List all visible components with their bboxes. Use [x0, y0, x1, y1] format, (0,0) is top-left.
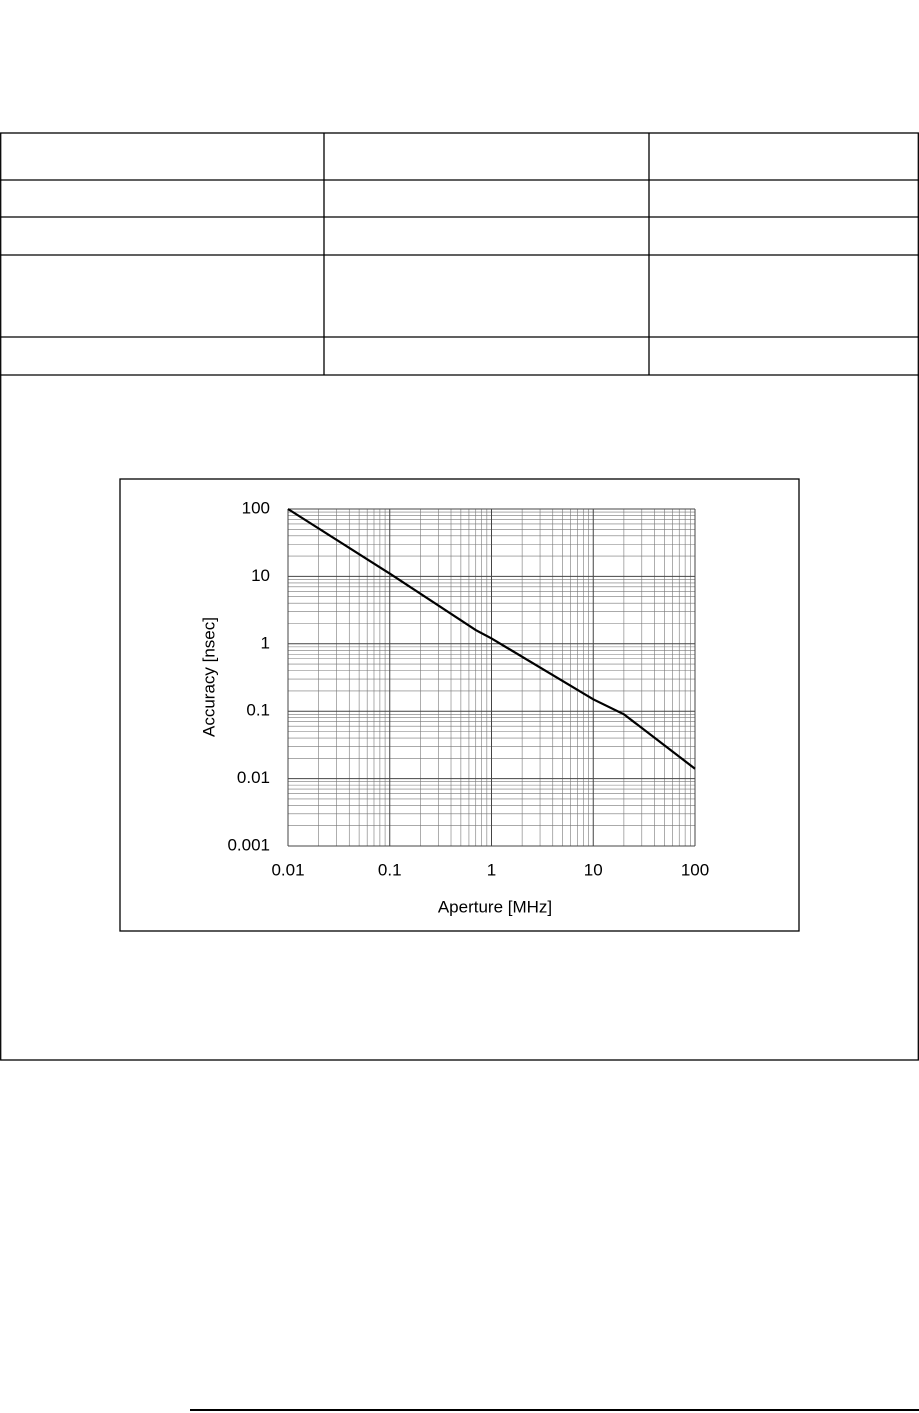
x-tick-label: 1 [487, 860, 496, 879]
table-border [0, 132, 919, 1061]
chart: Aperture [MHz] Accuracy [nsec] 0.01 0.1 1 1… [199, 498, 709, 916]
x-tick-label: 0.1 [378, 860, 402, 879]
x-tick-label: 100 [681, 860, 709, 879]
y-tick-label: 10 [251, 566, 270, 585]
chart-frame [119, 478, 800, 932]
y-axis-title: Accuracy [nsec] [199, 617, 218, 737]
y-tick-label: 100 [242, 498, 270, 517]
y-tick-label: 1 [261, 633, 270, 652]
x-tick-label: 10 [584, 860, 603, 879]
table [0, 132, 919, 1061]
y-tick-label: 0.001 [227, 835, 270, 854]
data-line [287, 508, 696, 770]
x-axis-title: Aperture [MHz] [438, 897, 552, 916]
y-tick-label: 0.1 [246, 701, 270, 720]
y-tick-label: 0.01 [237, 768, 270, 787]
x-tick-label: 0.01 [271, 860, 304, 879]
